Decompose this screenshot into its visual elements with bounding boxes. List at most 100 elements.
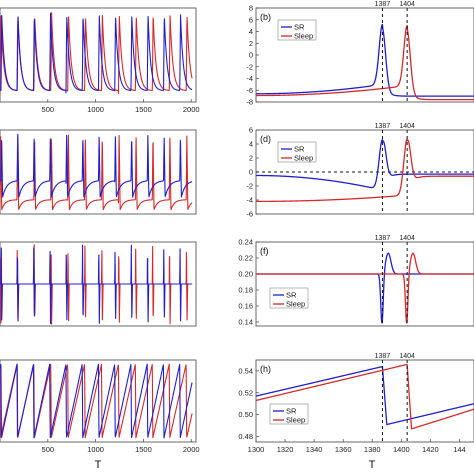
y-tick-label: 4 (249, 140, 253, 149)
x-tick-label: 500 (42, 105, 55, 114)
legend-box (269, 287, 309, 309)
y-tick-label: 8 (249, 4, 253, 13)
y-tick-label: 0.14 (238, 318, 253, 327)
x-axis-title-right: T (369, 459, 376, 471)
y-tick-label: 0.20 (238, 270, 253, 279)
y-tick-label: 0.52 (238, 388, 253, 397)
series-line-blue (0, 244, 193, 324)
x-tick-label: 1400 (393, 445, 410, 454)
y-tick-label: 0.18 (238, 286, 253, 295)
x-tick-label: 2000 (183, 445, 200, 454)
series-line-sleep (256, 363, 474, 430)
legend-label: Sleep (286, 300, 305, 309)
plot-area (0, 363, 193, 439)
axes-frame (255, 359, 474, 443)
series-line-red (0, 134, 193, 211)
marker-label: 1404 (399, 353, 415, 360)
panel-label: (b) (260, 12, 271, 22)
x-tick-label: 1000 (87, 445, 104, 454)
legend-label: SR (286, 407, 297, 416)
y-tick-label: 2 (249, 154, 253, 163)
plot-area (256, 23, 474, 101)
y-tick-label: 2 (249, 39, 253, 48)
legend-label: Sleep (286, 416, 305, 425)
legend-label: SR (286, 291, 297, 300)
x-tick-label: 144 (453, 445, 466, 454)
marker-label: 1404 (399, 123, 415, 130)
plot-area (0, 244, 193, 325)
x-tick-label: 1420 (422, 445, 439, 454)
x-tick-label: 1500 (135, 105, 152, 114)
marker-label: 1404 (399, 235, 415, 242)
y-tick-label: 4 (249, 27, 253, 36)
y-tick-label: -2 (246, 62, 253, 71)
marker-label: 1387 (375, 1, 391, 8)
legend-label: SR (294, 23, 305, 32)
y-tick-label: 6 (249, 15, 253, 24)
series-line-sleep (256, 138, 474, 203)
marker-label: 1387 (375, 235, 391, 242)
x-tick-label: 1340 (306, 445, 323, 454)
panel-label: (f) (260, 246, 269, 256)
series-line-blue (0, 363, 193, 439)
y-tick-label: 0.22 (238, 254, 253, 263)
x-axis-title-left: T (95, 459, 102, 471)
plot-area (0, 133, 193, 211)
x-tick-label: 1360 (335, 445, 352, 454)
series-line-sleep (256, 252, 474, 324)
panel-c (0, 129, 197, 215)
x-tick-label: 500 (42, 445, 55, 454)
series-line-sr (256, 23, 474, 97)
axes-frame (0, 359, 197, 443)
y-tick-label: -8 (246, 98, 253, 107)
y-tick-label: 0.54 (238, 366, 253, 375)
x-tick-label: 1380 (364, 445, 381, 454)
marker-label: 1404 (399, 1, 415, 8)
marker-label: 1387 (375, 353, 391, 360)
y-tick-label: -6 (246, 210, 253, 219)
legend-label: SR (294, 145, 305, 154)
panel-h: 0.54 0.52 0.50 0.48 1300 1320 1340 1360 1380 1400… (238, 353, 474, 454)
series-line-blue (0, 12, 193, 94)
y-tick-label: 0 (249, 51, 253, 60)
plot-area (0, 12, 193, 95)
y-tick-label: 0 (249, 168, 253, 177)
plot-area (256, 363, 474, 430)
y-tick-label: -4 (246, 74, 253, 83)
panel-f: 0.24 0.22 0.20 0.18 0.16 0.14 1387 1404 (f) SRSle… (238, 235, 474, 327)
y-tick-label: 0.24 (238, 238, 253, 247)
series-line-sr (256, 365, 474, 426)
plot-area (256, 252, 474, 324)
y-tick-label: -6 (246, 86, 253, 95)
y-tick-label: 0.16 (238, 302, 253, 311)
panel-label: (h) (260, 364, 271, 374)
legend-box (269, 403, 309, 425)
panel-a: 500 1000 1500 2000 (0, 7, 200, 114)
axes-frame (255, 241, 474, 327)
axes-frame (0, 129, 197, 215)
y-tick-label: 0.48 (238, 432, 253, 441)
x-tick-label: 1000 (87, 105, 104, 114)
panel-label: (d) (260, 134, 271, 144)
x-tick-label: 1300 (248, 445, 265, 454)
y-tick-label: -4 (246, 196, 253, 205)
y-tick-label: -2 (246, 182, 253, 191)
panel-g: 500 1000 1500 2000 (0, 359, 200, 454)
x-tick-label: 1320 (277, 445, 294, 454)
series-line-blue (0, 133, 193, 198)
panel-e (0, 241, 197, 327)
x-tick-label: 1500 (135, 445, 152, 454)
y-tick-label: 6 (249, 126, 253, 135)
legend-box (277, 141, 317, 163)
series-line-sr (256, 139, 474, 189)
y-tick-label: 0.50 (238, 410, 253, 419)
axes-frame (0, 7, 197, 103)
series-line-sleep (256, 24, 474, 101)
